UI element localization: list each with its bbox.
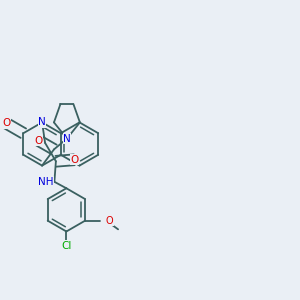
Text: O: O — [35, 136, 43, 146]
Text: O: O — [70, 155, 78, 165]
Text: N: N — [38, 117, 46, 128]
Text: NH: NH — [38, 177, 54, 187]
Text: O: O — [2, 118, 11, 128]
Text: Cl: Cl — [61, 241, 72, 251]
Text: O: O — [106, 216, 113, 226]
Text: N: N — [63, 134, 71, 144]
